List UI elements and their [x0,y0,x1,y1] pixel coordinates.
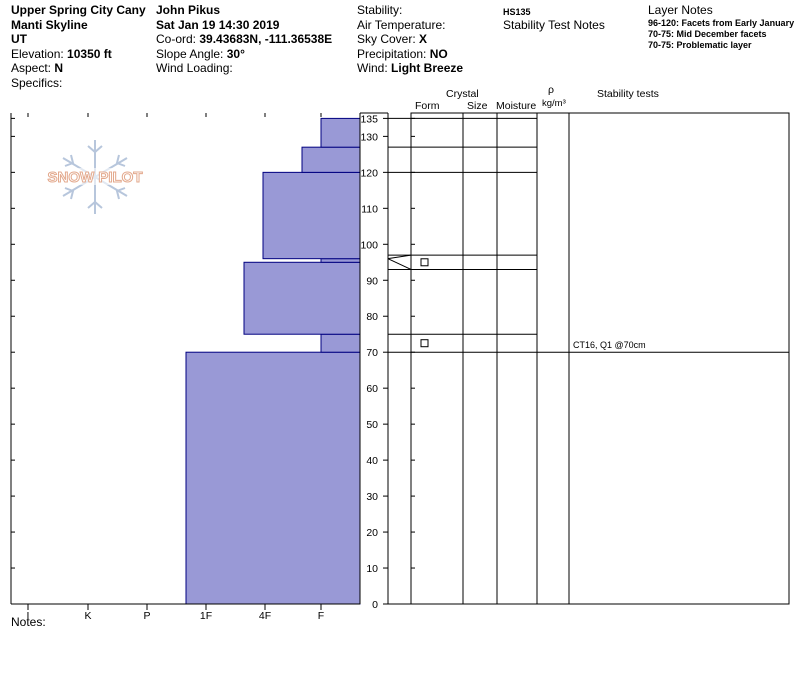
aspect-value: N [54,61,64,75]
hs-value: HS135 [503,7,531,17]
profile-column-headers: Crystal Form Size Moisture ρ kg/m³ Stabi… [0,84,800,112]
layer-connector [387,254,412,260]
facet-grain-icon [420,339,429,348]
header-hs-block: HS135 Stability Test Notes [503,3,605,32]
layer-note: 96-120: Facets from Early January [648,17,795,28]
slope-label: Slope Angle: [156,46,224,61]
layer-notes-title: Layer Notes [648,3,713,17]
aspect-label: Aspect: [11,61,52,75]
slope-row: Slope Angle: 30° [156,47,332,62]
hardness-tick-label: P [143,610,150,622]
stability-label: Stability: [357,3,403,17]
height-tick-label: 60 [366,383,378,395]
stability-test-notes-title: Stability Test Notes [503,17,605,32]
stability-test-label: CT16, Q1 @70cm [573,340,646,350]
header-observer-block: John Pikus Sat Jan 19 14:30 2019 Co-ord:… [156,3,332,76]
wind-loading-label: Wind Loading: [156,61,233,75]
height-tick-label: 100 [360,239,378,251]
hardness-layer-bar [320,117,361,148]
form-header: Form [415,100,440,112]
hardness-tick-label: F [318,610,324,622]
hardness-layer-bar [301,146,361,173]
layer-note: 70-75: Problematic layer [648,39,752,50]
hardness-layer-bar [243,261,361,335]
height-tick-label: 120 [360,167,378,179]
height-tick-label: 20 [366,527,378,539]
specifics-label: Specifics: [11,75,63,90]
elevation-label: Elevation: [11,46,64,61]
hardness-tick-label: K [84,610,91,622]
table-frame [410,112,790,605]
height-tick-label: 135 [360,113,378,125]
observation-datetime: Sat Jan 19 14:30 2019 [156,17,280,32]
range-name: Manti Skyline [11,17,88,32]
rho-header: ρ [548,84,554,96]
state-name: UT [11,32,27,46]
hardness-layer-bar [320,258,361,263]
air-temp-label: Air Temperature: [357,17,446,32]
height-axis: 0 10 20 30 40 50 60 70 80 90 100 110 120 130 135 [360,112,389,611]
header-location-block: Upper Spring City Cany Manti Skyline UT … [11,3,146,90]
layer-connector [387,258,412,270]
wind-label: Wind: [357,61,388,75]
coord-row: Co-ord: 39.43683N, -111.36538E [156,32,332,47]
precip-value: NO [429,46,448,61]
height-tick-label: 110 [361,203,378,215]
size-header: Size [467,100,488,112]
height-tick-label: 90 [366,275,378,287]
layer-note: 70-75: Mid December facets [648,28,767,39]
sky-label: Sky Cover: [357,32,416,46]
notes-label: Notes: [11,615,46,629]
height-tick-label: 80 [366,311,378,323]
height-tick-label: 0 [372,599,378,611]
wind-row: Wind: Light Breeze [357,61,463,76]
moisture-header: Moisture [496,100,537,112]
layer-table: CT16, Q1 @70cm [387,112,790,605]
snowpilot-logo: SNOW PILOT [35,140,156,214]
stability-tests-header: Stability tests [597,88,659,100]
coord-label: Co-ord: [156,32,197,46]
facet-grain-icon [420,258,429,267]
logo-text: SNOW PILOT [48,169,143,186]
layer-notes-block: Layer Notes 96-120: Facets from Early Ja… [648,3,800,51]
observer-name: John Pikus [156,3,221,17]
slope-value: 30° [226,46,245,61]
height-tick-label: 130 [360,131,378,143]
height-tick-label: 40 [366,455,378,467]
elevation-row: Elevation: 10350 ft [11,47,146,62]
location-name: Upper Spring City Cany [11,3,146,17]
crystal-header: Crystal [446,88,479,100]
sky-value: X [419,32,428,46]
height-tick-label: 50 [366,419,378,431]
elevation-value: 10350 ft [67,46,112,61]
precip-row: Precipitation: NO [357,47,463,62]
coord-value: 39.43683N, -111.36538E [199,32,333,46]
hardness-layer-bar [262,171,361,260]
hardness-tick-label: 1F [200,610,212,622]
sky-row: Sky Cover: X [357,32,463,47]
height-tick-label: 10 [366,563,378,575]
hardness-tick-label: 4F [259,610,271,622]
hardness-layer-bar [185,351,361,605]
header-conditions-block: Stability: Air Temperature: Sky Cover: X… [357,3,463,76]
hardness-layer-bar [320,333,361,353]
aspect-row: Aspect: N [11,61,146,76]
height-tick-label: 70 [366,347,378,359]
wind-value: Light Breeze [391,61,464,75]
height-tick-label: 30 [366,491,378,503]
density-unit-header: kg/m³ [542,98,566,109]
hardness-layers [185,117,361,605]
precip-label: Precipitation: [357,46,427,61]
